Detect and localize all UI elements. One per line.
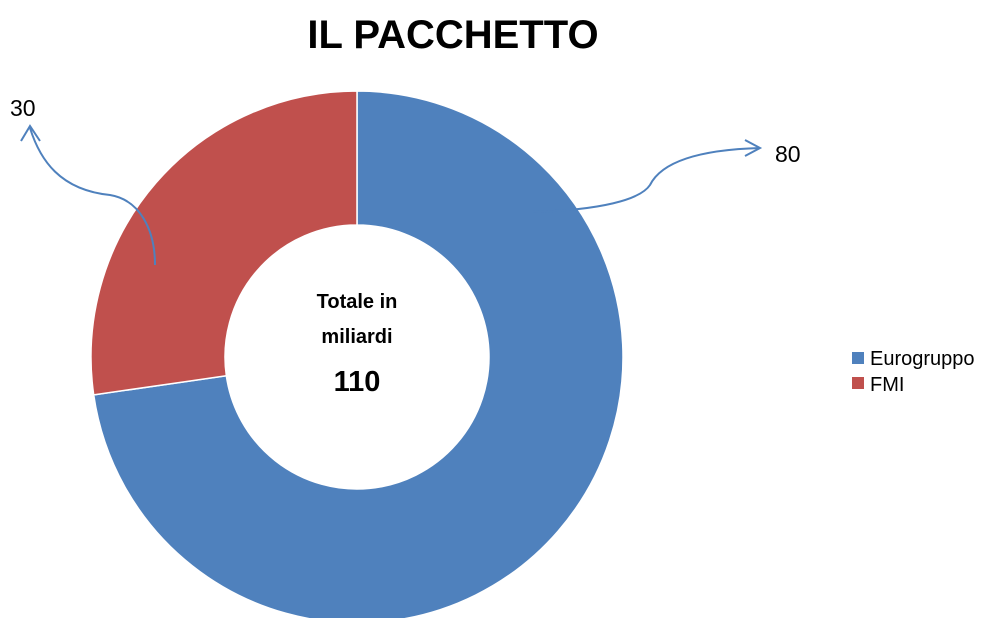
legend-swatch-fmi (852, 377, 864, 389)
center-label-line2: miliardi (321, 326, 392, 348)
slices-group (90, 90, 624, 618)
annotation-arrow-eurogruppo (532, 147, 761, 213)
data-label-eurogruppo: 80 (775, 141, 801, 167)
arrowhead-fmi (20, 124, 41, 142)
chart-title: IL PACCHETTO (307, 13, 598, 57)
center-total-value: 110 (334, 366, 381, 398)
legend-label-fmi: FMI (870, 374, 904, 396)
center-label-line1: Totale in (317, 291, 398, 313)
data-label-fmi: 30 (10, 95, 36, 121)
slice-fmi (90, 90, 358, 396)
slice-eurogruppo (92, 90, 624, 618)
legend-label-eurogruppo: Eurogruppo (870, 348, 975, 370)
legend: Eurogruppo FMI (852, 348, 975, 396)
arrowhead-eurogruppo (744, 139, 763, 157)
legend-swatch-eurogruppo (852, 352, 864, 364)
annotation-arrows (20, 124, 763, 266)
annotation-arrow-fmi (29, 127, 156, 266)
